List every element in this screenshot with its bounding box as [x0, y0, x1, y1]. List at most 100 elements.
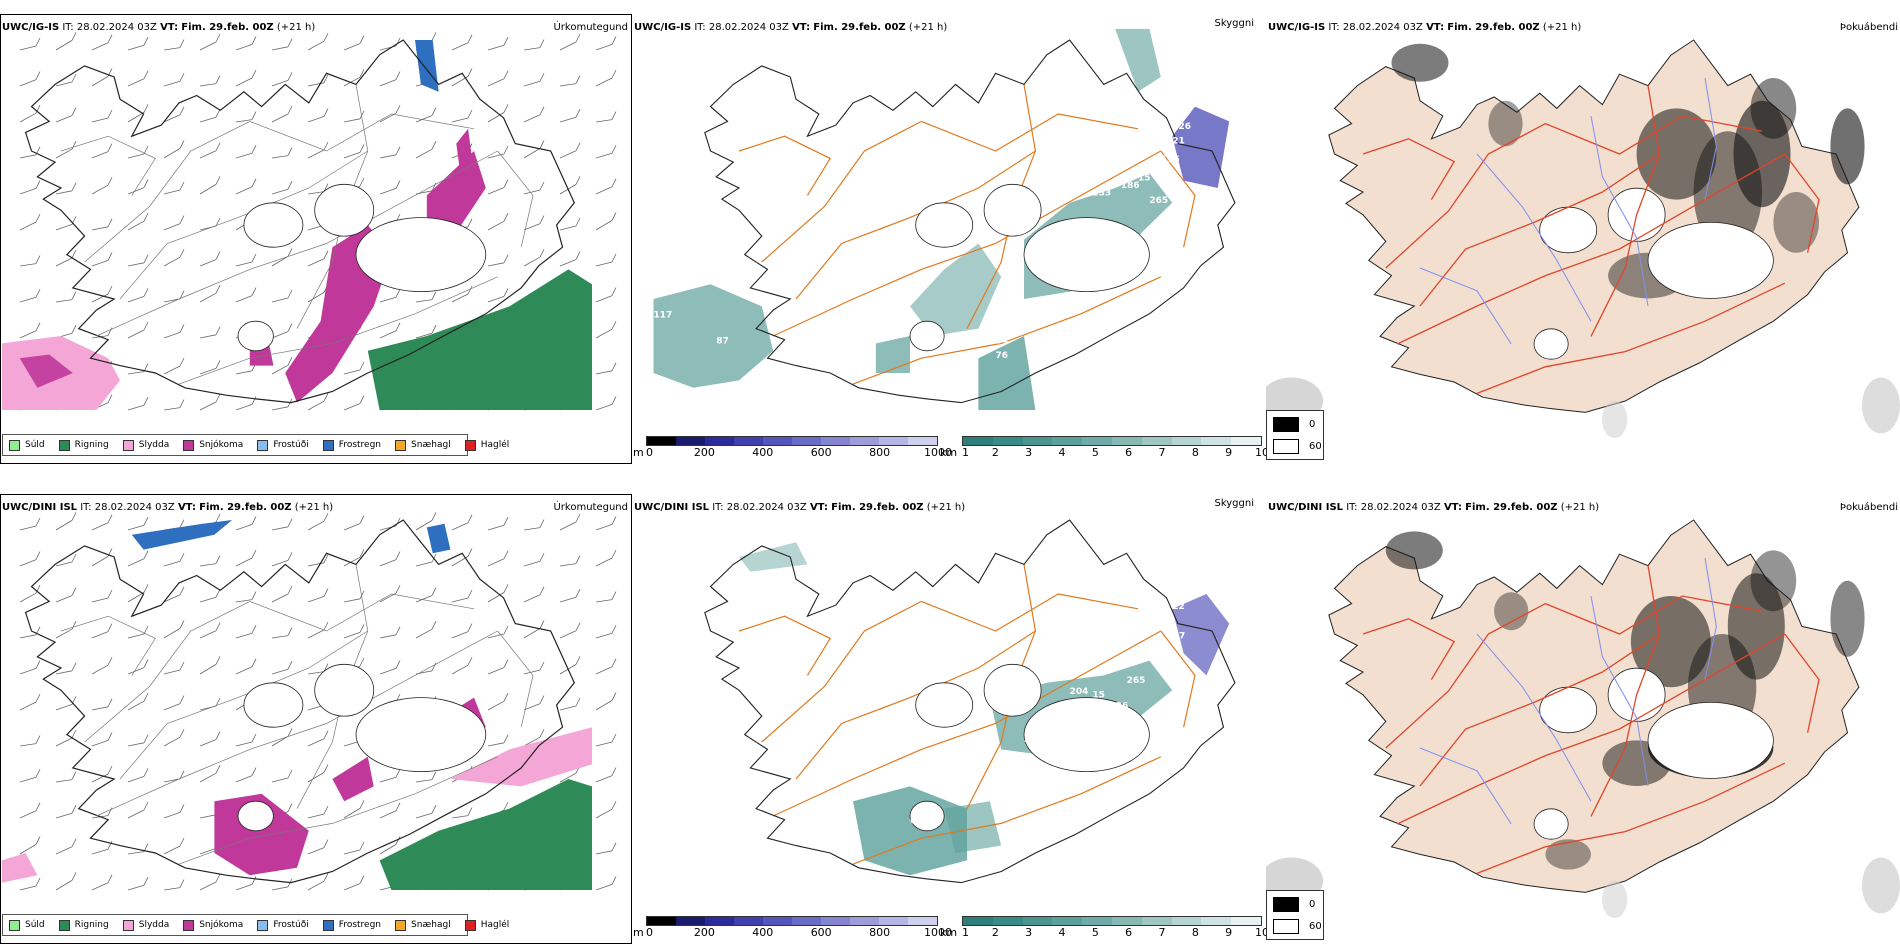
wind-barb-flag [71, 729, 77, 739]
glacier-outline [356, 217, 486, 292]
wind-barb [451, 597, 469, 603]
lead-time: (+21 h) [908, 22, 948, 33]
colorbar-cell [850, 917, 879, 925]
river-line [1590, 595, 1649, 787]
wind-barb-flag [107, 732, 113, 741]
wind-barb-flag [107, 765, 113, 775]
wind-barb [379, 668, 397, 675]
wind-barb-flag [179, 695, 185, 704]
wind-barb [127, 633, 145, 639]
wind-barb [199, 150, 217, 159]
wind-barb [523, 256, 541, 267]
legend-item-haglel: Haglél [464, 919, 509, 931]
vt-value: Fim. 29.feb. 00Z [199, 502, 292, 513]
vt-label: VT: [792, 22, 811, 33]
model-label: UWC/DINI ISL [2, 502, 78, 513]
legend-item-haglel: Haglél [464, 439, 509, 451]
wind-barb [487, 262, 505, 267]
wind-barb [271, 635, 289, 639]
fog-legend-label: 0 [1309, 899, 1316, 910]
wind-barb [127, 220, 145, 231]
wind-barb [19, 79, 37, 87]
colorbar-cell [1022, 917, 1053, 925]
wind-barb [523, 527, 541, 531]
wind-barb-flag [71, 32, 77, 41]
map-header: UWC/DINI ISL IT: 28.02.2024 03Z VT: Fim.… [634, 502, 965, 514]
wind-barb [595, 295, 613, 303]
wind-barb [271, 668, 289, 675]
wind-barb-flag [539, 39, 545, 48]
wind-barb-flag [71, 249, 77, 259]
wind-barb-flag [107, 394, 113, 403]
sea-fog-area [1861, 377, 1900, 434]
wind-barb [415, 595, 433, 603]
wind-barb [487, 220, 505, 231]
wind-barb-flag [503, 254, 509, 263]
legend-item-snaehagl: Snæhagl [395, 919, 451, 931]
wind-barb-flag [179, 181, 185, 191]
wind-barb [451, 293, 469, 303]
fog-dark-area [1494, 592, 1529, 631]
wind-barb-flag [467, 548, 473, 557]
wind-barb-flag [611, 876, 617, 885]
wind-barb-flag [107, 698, 113, 707]
colorbar-tick: 6 [1125, 446, 1133, 459]
wind-barb [127, 851, 145, 855]
wind-barb-flag [611, 767, 617, 776]
legend-swatch [257, 439, 269, 451]
wind-barb-flag [503, 104, 509, 113]
wind-barb-flag [467, 589, 473, 599]
model-label: UWC/DINI ISL [1268, 502, 1344, 513]
wind-barb [19, 154, 37, 159]
wind-barb [127, 700, 145, 711]
wind-barb-flag [35, 517, 41, 527]
wind-barb-flag [323, 805, 329, 815]
wind-barb-flag [503, 801, 509, 811]
wind-barb-flag [359, 875, 365, 884]
glacier-border [1023, 217, 1150, 293]
road-line [1385, 603, 1546, 749]
wind-barb [127, 296, 145, 303]
wind-barb-flag [323, 873, 329, 882]
glacier-border [983, 183, 1042, 237]
wind-barb-flag [35, 836, 41, 845]
road-line [795, 150, 1036, 300]
panel-title: Úrkomutegund [553, 502, 628, 513]
wind-barb [595, 850, 613, 855]
wind-barb [307, 738, 325, 747]
road-line [178, 756, 498, 865]
map-header: UWC/IG-IS IT: 28.02.2024 03Z VT: Fim. 29… [2, 22, 315, 34]
colorbar-tick: 400 [752, 446, 774, 459]
wind-barb-flag [287, 552, 293, 561]
road-line [738, 135, 832, 196]
colorbar-cell [1022, 437, 1053, 445]
wind-barb [199, 881, 217, 891]
wind-barb-flag [251, 876, 257, 885]
visibility-value-label: 78 [1161, 665, 1174, 675]
vis-area [739, 542, 808, 572]
wind-barb-flag [359, 800, 365, 809]
glacier-outline [910, 801, 945, 831]
wind-barb [343, 152, 361, 159]
visibility-value-label: 265 [1127, 676, 1146, 686]
wind-barb-flag [251, 516, 257, 525]
wind-barb [19, 776, 37, 783]
wind-barb-flag [107, 218, 113, 227]
wind-barb-flag [611, 801, 617, 810]
colorbar-cell [647, 437, 676, 445]
colorbar-tick: 400 [752, 926, 774, 939]
snow-area [332, 756, 374, 802]
wind-barb [271, 155, 289, 159]
wind-barb-flag [179, 620, 185, 629]
wind-barb-flag [35, 660, 41, 669]
wind-barb [199, 630, 217, 639]
wind-barb-flag [431, 32, 437, 41]
visibility-map-bottom: 22 97 187 323 204 15 265 226 511 439 649 78 UWC/DIN… [632, 480, 1266, 946]
wind-barb-flag [503, 584, 509, 593]
wind-barb-flag [215, 765, 221, 774]
wind-barb [163, 148, 181, 159]
wind-barb [55, 812, 73, 819]
legend-swatch [395, 919, 407, 931]
wind-barb-flag [71, 587, 77, 596]
wind-barb [163, 365, 181, 375]
